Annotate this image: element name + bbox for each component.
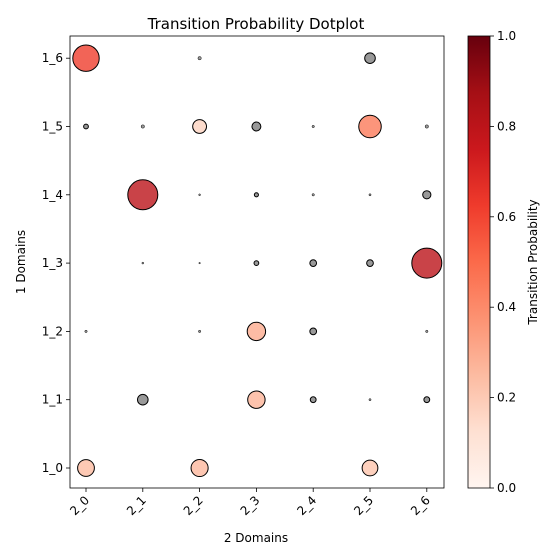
y-tick-label: 1_3 <box>42 256 63 270</box>
dot-2_1-1_4 <box>127 179 159 211</box>
y-axis-label: 1 Domains <box>14 230 28 294</box>
dot-2_4-1_3 <box>309 259 318 267</box>
dot-2_2-1_4 <box>198 193 201 196</box>
dot-2_5-1_3 <box>366 259 374 267</box>
dot-2_2-1_0 <box>190 458 209 478</box>
dot-2_5-1_4 <box>368 193 372 197</box>
dot-2_4-1_2 <box>309 327 318 336</box>
colorbar-tick-label: 0.8 <box>497 119 516 133</box>
y-axis-ticks: 1_0 1_1 1_2 1_3 1_4 1_5 1_6 <box>42 51 70 475</box>
points-layer <box>72 44 443 478</box>
dot-2_6-1_2 <box>425 329 429 333</box>
dot-2_3-1_3 <box>253 260 260 266</box>
x-tick-label: 2_2 <box>181 493 206 518</box>
x-tick-label: 2_3 <box>238 493 263 518</box>
colorbar-tick-label: 1.0 <box>497 29 516 43</box>
colorbar-label: Transition Probability <box>526 199 540 325</box>
chart-title: Transition Probability Dotplot <box>147 15 365 33</box>
x-tick-label: 2_0 <box>67 493 92 518</box>
colorbar-tick-label: 0.4 <box>497 300 516 314</box>
dot-2_3-1_2 <box>246 321 267 342</box>
dot-2_6-1_4 <box>422 190 432 200</box>
colorbar-tick-label: 0.0 <box>497 481 516 495</box>
dot-2_2-1_6 <box>197 56 202 61</box>
dot-2_3-1_4 <box>253 192 259 198</box>
dot-2_0-1_0 <box>77 459 95 477</box>
y-tick-label: 1_1 <box>42 393 63 407</box>
dot-2_6-1_1 <box>423 396 431 404</box>
dot-2_3-1_5 <box>251 121 262 132</box>
dot-2_2-1_3 <box>198 262 201 265</box>
y-tick-label: 1_2 <box>42 324 63 338</box>
x-tick-label: 2_5 <box>351 493 376 518</box>
dot-2_5-1_1 <box>368 398 372 402</box>
colorbar-gradient <box>467 35 491 489</box>
colorbar-tick-label: 0.2 <box>497 391 516 405</box>
dot-2_1-1_1 <box>137 393 149 406</box>
dot-2_6-1_3 <box>411 247 443 279</box>
colorbar: 0.0 0.2 0.4 0.6 0.8 1.0 Transition Probabilit… <box>467 29 540 495</box>
y-tick-label: 1_6 <box>42 51 63 65</box>
dot-2_1-1_3 <box>141 261 144 265</box>
dot-2_0-1_2 <box>84 329 88 333</box>
dot-2_0-1_5 <box>83 123 89 130</box>
dot-2_6-1_5 <box>424 124 429 129</box>
dot-2_4-1_1 <box>309 396 317 404</box>
dot-2_5-1_6 <box>364 52 376 65</box>
x-axis-label: 2 Domains <box>224 531 288 545</box>
dot-2_4-1_5 <box>311 125 315 128</box>
x-tick-label: 2_4 <box>294 493 319 518</box>
plot-area <box>69 35 445 489</box>
x-tick-label: 2_1 <box>124 493 149 518</box>
y-tick-label: 1_5 <box>42 120 63 134</box>
dot-2_2-1_2 <box>198 329 202 333</box>
y-tick-label: 1_0 <box>42 461 63 475</box>
y-tick-label: 1_4 <box>42 188 63 202</box>
x-tick-label: 2_6 <box>408 493 433 518</box>
dot-2_2-1_5 <box>192 119 208 134</box>
colorbar-tick-label: 0.6 <box>497 210 516 224</box>
dot-2_1-1_5 <box>140 124 145 129</box>
x-axis-ticks: 2_0 2_1 2_2 2_3 2_4 2_5 2_6 <box>67 488 433 518</box>
dot-2_3-1_1 <box>247 390 266 409</box>
dot-2_0-1_6 <box>72 44 100 72</box>
dot-2_5-1_5 <box>358 114 382 139</box>
dot-2_5-1_0 <box>361 459 379 477</box>
dot-2_4-1_4 <box>311 193 315 197</box>
colorbar-ticks: 0.0 0.2 0.4 0.6 0.8 1.0 <box>490 29 516 495</box>
